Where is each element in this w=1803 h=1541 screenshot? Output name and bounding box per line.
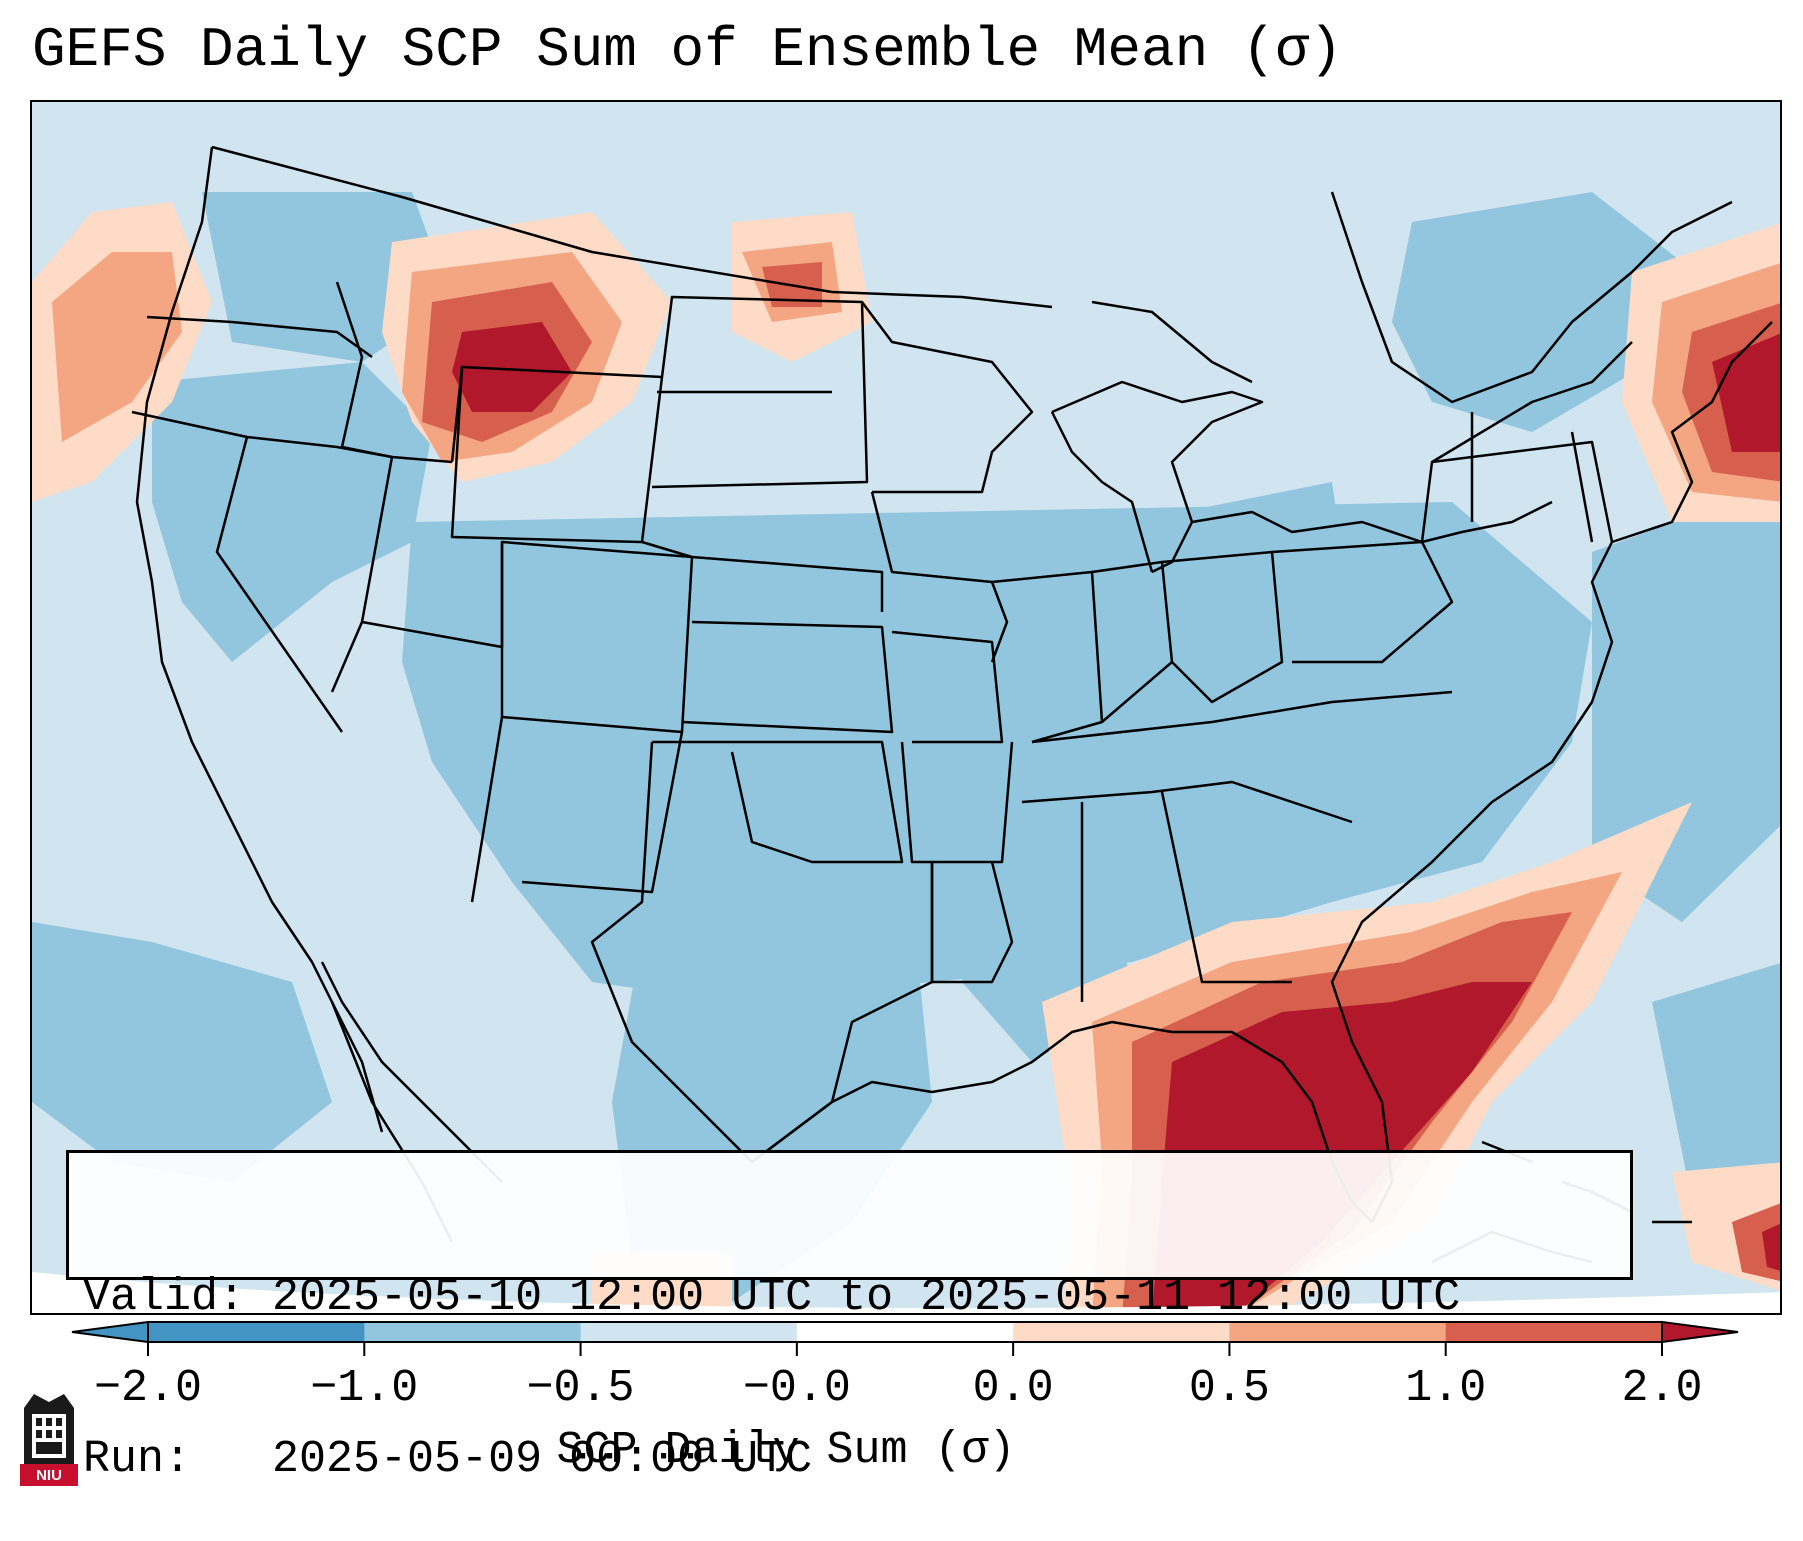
colorbar-tick-label: −2.0 [93,1363,203,1414]
field-negative-1 [32,192,1780,1302]
colorbar-tick-label: −0.0 [742,1363,851,1414]
valid-time-text: Valid: 2025-05-10 12:00 UTC to 2025-05-1… [83,1272,1461,1323]
colorbar-tick-label: 0.0 [972,1363,1054,1414]
map-domain-edge [32,1272,1780,1313]
colorbar-extend-high [1661,1320,1739,1344]
colorbar-tick-label: −1.0 [310,1363,419,1414]
colorbar-tick-label: 0.5 [1188,1363,1270,1414]
map-panel [30,100,1782,1315]
map-canvas [32,102,1780,1313]
colorbar-tick-label: 1.0 [1405,1363,1487,1414]
university-tower-icon: NIU [20,1390,78,1486]
logo-text: NIU [36,1467,62,1484]
colorbar-label: SCP Daily Sum (σ) [556,1425,1016,1476]
run-time-text: Run: 2025-05-09 00:00 UTC [83,1434,813,1485]
colorbar-tick-label: −0.5 [526,1363,635,1414]
state-borders [131,145,1633,1164]
colorbar-tick-label: 2.0 [1621,1363,1703,1414]
chart-title: GEFS Daily SCP Sum of Ensemble Mean (σ) [32,18,1343,82]
validity-info-box: Valid: 2025-05-10 12:00 UTC to 2025-05-1… [66,1150,1633,1485]
